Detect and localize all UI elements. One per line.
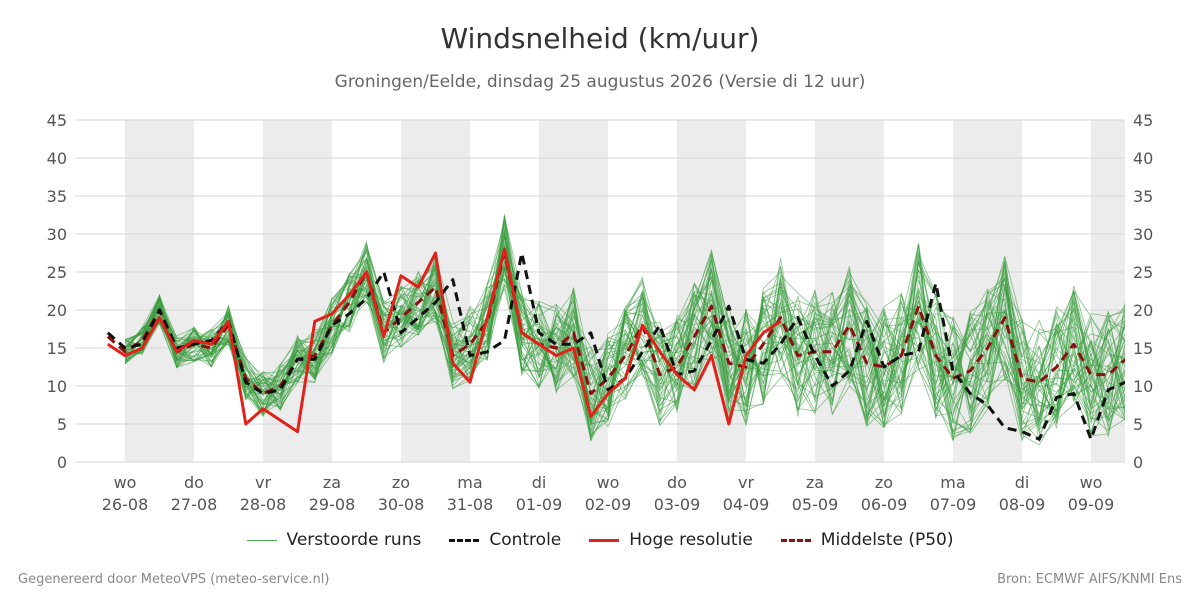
x-tick-day-0: wo <box>114 473 137 492</box>
x-tick-day-4: zo <box>392 473 410 492</box>
chart-title: Windsnelheid (km/uur) <box>440 22 760 55</box>
ensemble-member-line <box>124 252 1125 435</box>
x-tick-day-9: vr <box>738 473 754 492</box>
y-tick-left-0: 0 <box>57 453 67 472</box>
legend-item-hires: Hoge resolutie <box>589 530 753 550</box>
shaded-band-1 <box>263 120 332 462</box>
y-tick-left-45: 45 <box>47 111 67 130</box>
y-tick-left-40: 40 <box>47 149 67 168</box>
ensemble-member-line <box>124 266 1125 443</box>
y-tick-right-5: 5 <box>1133 415 1143 434</box>
y-tick-right-25: 25 <box>1133 263 1153 282</box>
y-tick-right-15: 15 <box>1133 339 1153 358</box>
ensemble-member-line <box>124 236 1125 435</box>
x-tick-date-2: 28-08 <box>240 495 287 514</box>
x-tick-day-5: ma <box>457 473 482 492</box>
legend-item-median: Middelste (P50) <box>780 530 954 550</box>
y-tick-left-25: 25 <box>47 263 67 282</box>
x-tick-day-14: wo <box>1080 473 1103 492</box>
hires-series-line <box>106 247 782 434</box>
median-series-line <box>106 251 1125 396</box>
legend-label-hires: Hoge resolutie <box>629 530 753 550</box>
x-tick-date-12: 07-09 <box>930 495 977 514</box>
legend-label-median: Middelste (P50) <box>820 530 954 550</box>
x-tick-day-7: wo <box>597 473 620 492</box>
x-tick-day-3: za <box>323 473 341 492</box>
x-tick-date-11: 06-09 <box>861 495 908 514</box>
y-tick-right-45: 45 <box>1133 111 1153 130</box>
x-tick-day-6: di <box>532 473 547 492</box>
x-tick-day-8: do <box>667 473 687 492</box>
ensemble-member-line <box>124 241 1125 441</box>
ensemble-member-line <box>124 257 1125 436</box>
legend-label-control: Controle <box>489 530 562 550</box>
y-tick-left-30: 30 <box>47 225 67 244</box>
y-tick-right-40: 40 <box>1133 149 1153 168</box>
x-tick-date-4: 30-08 <box>378 495 425 514</box>
legend-swatch-median <box>780 538 811 542</box>
x-tick-day-12: ma <box>940 473 965 492</box>
y-tick-left-20: 20 <box>47 301 67 320</box>
shaded-band-0 <box>125 120 194 462</box>
ensemble-member-line <box>124 226 1125 434</box>
y-tick-left-10: 10 <box>47 377 67 396</box>
legend-swatch-hires <box>589 538 620 542</box>
legend-swatch-members <box>246 539 277 541</box>
y-tick-right-30: 30 <box>1133 225 1153 244</box>
x-tick-date-5: 31-08 <box>447 495 494 514</box>
ensemble-member-line <box>124 248 1125 422</box>
ensemble-member-line <box>124 222 1125 435</box>
legend-item-members: Verstoorde runs <box>246 530 422 550</box>
y-tick-left-15: 15 <box>47 339 67 358</box>
x-tick-day-10: za <box>806 473 824 492</box>
x-tick-date-14: 09-09 <box>1068 495 1115 514</box>
y-tick-right-10: 10 <box>1133 377 1153 396</box>
chart-legend: Verstoorde runs Controle Hoge resolutie … <box>0 530 1200 550</box>
y-tick-right-20: 20 <box>1133 301 1153 320</box>
x-tick-date-1: 27-08 <box>171 495 218 514</box>
legend-item-control: Controle <box>449 530 561 550</box>
x-tick-date-3: 29-08 <box>309 495 356 514</box>
x-tick-date-9: 04-09 <box>723 495 770 514</box>
x-tick-date-8: 03-09 <box>654 495 701 514</box>
legend-label-members: Verstoorde runs <box>286 530 422 550</box>
x-tick-day-1: do <box>184 473 204 492</box>
x-tick-day-2: vr <box>255 473 271 492</box>
legend-swatch-control <box>449 538 480 542</box>
x-tick-date-10: 05-09 <box>792 495 839 514</box>
ensemble-member-line <box>124 237 1125 441</box>
chart-subtitle: Groningen/Eelde, dinsdag 25 augustus 202… <box>334 72 866 92</box>
ensemble-member-line <box>124 215 1125 420</box>
x-tick-date-0: 26-08 <box>102 495 149 514</box>
x-tick-day-13: di <box>1015 473 1030 492</box>
y-tick-right-35: 35 <box>1133 187 1153 206</box>
y-tick-right-0: 0 <box>1133 453 1143 472</box>
ensemble-member-line <box>124 246 1125 426</box>
x-tick-date-6: 01-09 <box>516 495 563 514</box>
footer-credit: Gegenereerd door MeteoVPS (meteo-service… <box>18 572 330 587</box>
ensemble-member-line <box>124 279 1125 439</box>
y-tick-left-35: 35 <box>47 187 67 206</box>
y-tick-left-5: 5 <box>57 415 67 434</box>
x-tick-date-13: 08-09 <box>999 495 1046 514</box>
x-tick-date-7: 02-09 <box>585 495 632 514</box>
footer-source: Bron: ECMWF AIFS/KNMI Ens <box>997 572 1182 587</box>
x-tick-day-11: zo <box>875 473 893 492</box>
